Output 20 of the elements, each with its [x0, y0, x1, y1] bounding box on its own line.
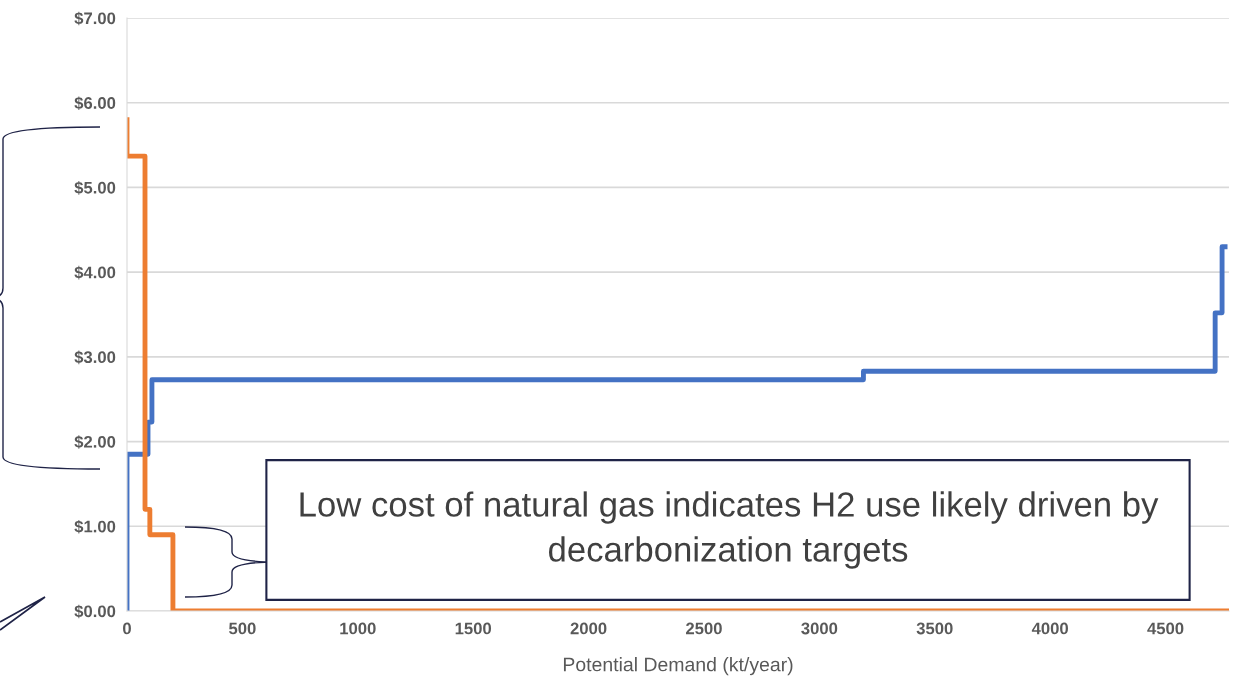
x-tick-label: 1500 — [455, 622, 492, 635]
x-tick-label: 1000 — [340, 622, 376, 635]
x-tick-label: 2000 — [570, 622, 607, 635]
y-tick-label: $2.00 — [74, 435, 116, 449]
x-tick-label: 4000 — [1031, 622, 1068, 635]
y-tick-label: $1.00 — [74, 519, 116, 534]
x-tick-label: 3500 — [916, 622, 953, 635]
annotation: Low cost of natural gas indicates H2 use likely driven by decarbonization targets — [300, 491, 1159, 569]
x-axis-title: Potential Demand (kt/year) — [563, 657, 793, 676]
y-tick-label: $3.00 — [74, 350, 116, 365]
y-tick-label: $5.00 — [74, 181, 116, 195]
x-tick-label: 0 — [123, 622, 131, 635]
y-tick-label: $4.00 — [74, 265, 116, 280]
y-tick-label: $0.00 — [74, 604, 116, 619]
x-tick-label: 4500 — [1147, 622, 1184, 635]
x-tick-label: 3000 — [801, 622, 838, 635]
y-tick-label: $6.00 — [74, 96, 116, 110]
x-tick-label: 2500 — [686, 622, 722, 635]
x-tick-label: 500 — [229, 622, 256, 635]
y-tick-label: $7.00 — [74, 11, 116, 26]
